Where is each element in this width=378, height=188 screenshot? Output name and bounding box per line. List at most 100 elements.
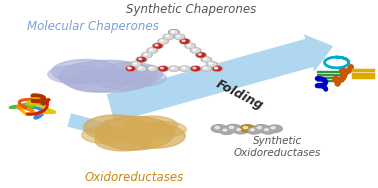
Text: Synthetic
Oxidoreductases: Synthetic Oxidoreductases: [234, 136, 321, 158]
Circle shape: [192, 48, 200, 52]
Ellipse shape: [33, 96, 40, 99]
Circle shape: [229, 126, 234, 128]
Circle shape: [153, 44, 162, 48]
Circle shape: [127, 67, 135, 71]
Circle shape: [190, 48, 201, 53]
Circle shape: [170, 30, 178, 34]
Circle shape: [211, 125, 227, 132]
Circle shape: [193, 67, 196, 69]
Circle shape: [180, 66, 190, 71]
Circle shape: [133, 63, 136, 64]
Circle shape: [175, 35, 183, 39]
Ellipse shape: [125, 116, 178, 135]
Circle shape: [226, 124, 241, 132]
Circle shape: [127, 67, 135, 71]
Circle shape: [221, 128, 233, 134]
Circle shape: [143, 53, 151, 57]
Circle shape: [235, 127, 246, 133]
Circle shape: [136, 57, 147, 62]
Circle shape: [144, 54, 147, 55]
Circle shape: [174, 34, 184, 39]
Circle shape: [171, 67, 174, 69]
Circle shape: [247, 127, 261, 134]
Circle shape: [268, 125, 282, 132]
Ellipse shape: [118, 70, 166, 86]
Ellipse shape: [95, 116, 174, 150]
Circle shape: [158, 66, 168, 71]
Circle shape: [212, 66, 223, 71]
Circle shape: [237, 129, 241, 130]
Circle shape: [201, 66, 212, 71]
Circle shape: [193, 49, 196, 51]
Circle shape: [177, 36, 180, 37]
Circle shape: [254, 125, 268, 132]
Circle shape: [136, 66, 147, 71]
Circle shape: [147, 48, 158, 53]
Circle shape: [208, 62, 216, 66]
Circle shape: [132, 62, 140, 66]
Circle shape: [169, 30, 179, 35]
Circle shape: [204, 58, 207, 60]
Circle shape: [170, 67, 178, 71]
Circle shape: [196, 52, 206, 58]
Circle shape: [261, 127, 275, 134]
Circle shape: [155, 45, 158, 46]
Circle shape: [161, 67, 163, 69]
Circle shape: [142, 52, 152, 58]
Circle shape: [215, 67, 218, 69]
Ellipse shape: [82, 127, 127, 143]
Circle shape: [185, 43, 195, 49]
Circle shape: [234, 127, 248, 134]
Circle shape: [159, 67, 167, 71]
Circle shape: [125, 66, 136, 71]
Circle shape: [209, 63, 212, 64]
Ellipse shape: [51, 59, 119, 84]
Ellipse shape: [36, 101, 44, 104]
Circle shape: [171, 31, 174, 32]
Circle shape: [170, 30, 178, 34]
Ellipse shape: [48, 65, 101, 83]
Circle shape: [164, 35, 173, 39]
Circle shape: [271, 127, 275, 129]
Circle shape: [251, 129, 254, 131]
Circle shape: [159, 39, 167, 43]
Circle shape: [186, 44, 194, 48]
Circle shape: [171, 31, 174, 32]
Circle shape: [148, 48, 156, 52]
Circle shape: [139, 58, 142, 60]
Circle shape: [227, 125, 240, 132]
Circle shape: [206, 61, 217, 67]
Circle shape: [147, 66, 158, 71]
Circle shape: [212, 66, 223, 71]
Circle shape: [169, 30, 179, 35]
Circle shape: [215, 127, 219, 129]
Ellipse shape: [125, 124, 185, 148]
Circle shape: [187, 45, 191, 46]
Circle shape: [243, 127, 248, 129]
Ellipse shape: [84, 115, 147, 140]
Circle shape: [169, 66, 179, 71]
Circle shape: [190, 66, 201, 71]
Circle shape: [150, 49, 153, 51]
Circle shape: [152, 43, 163, 49]
Circle shape: [248, 128, 260, 133]
Circle shape: [181, 67, 189, 71]
Ellipse shape: [27, 100, 35, 103]
Circle shape: [223, 129, 227, 131]
Circle shape: [128, 67, 131, 69]
Circle shape: [166, 36, 169, 37]
Circle shape: [215, 67, 218, 69]
Circle shape: [213, 67, 222, 71]
Circle shape: [181, 39, 189, 43]
Text: Oxidoreductases: Oxidoreductases: [85, 171, 184, 183]
Circle shape: [128, 67, 131, 69]
Ellipse shape: [99, 63, 163, 84]
Circle shape: [131, 61, 141, 67]
Ellipse shape: [95, 71, 151, 89]
Circle shape: [262, 128, 274, 133]
Circle shape: [139, 67, 142, 69]
Circle shape: [202, 67, 211, 71]
Circle shape: [180, 39, 190, 44]
Circle shape: [201, 57, 212, 62]
Circle shape: [213, 67, 222, 71]
